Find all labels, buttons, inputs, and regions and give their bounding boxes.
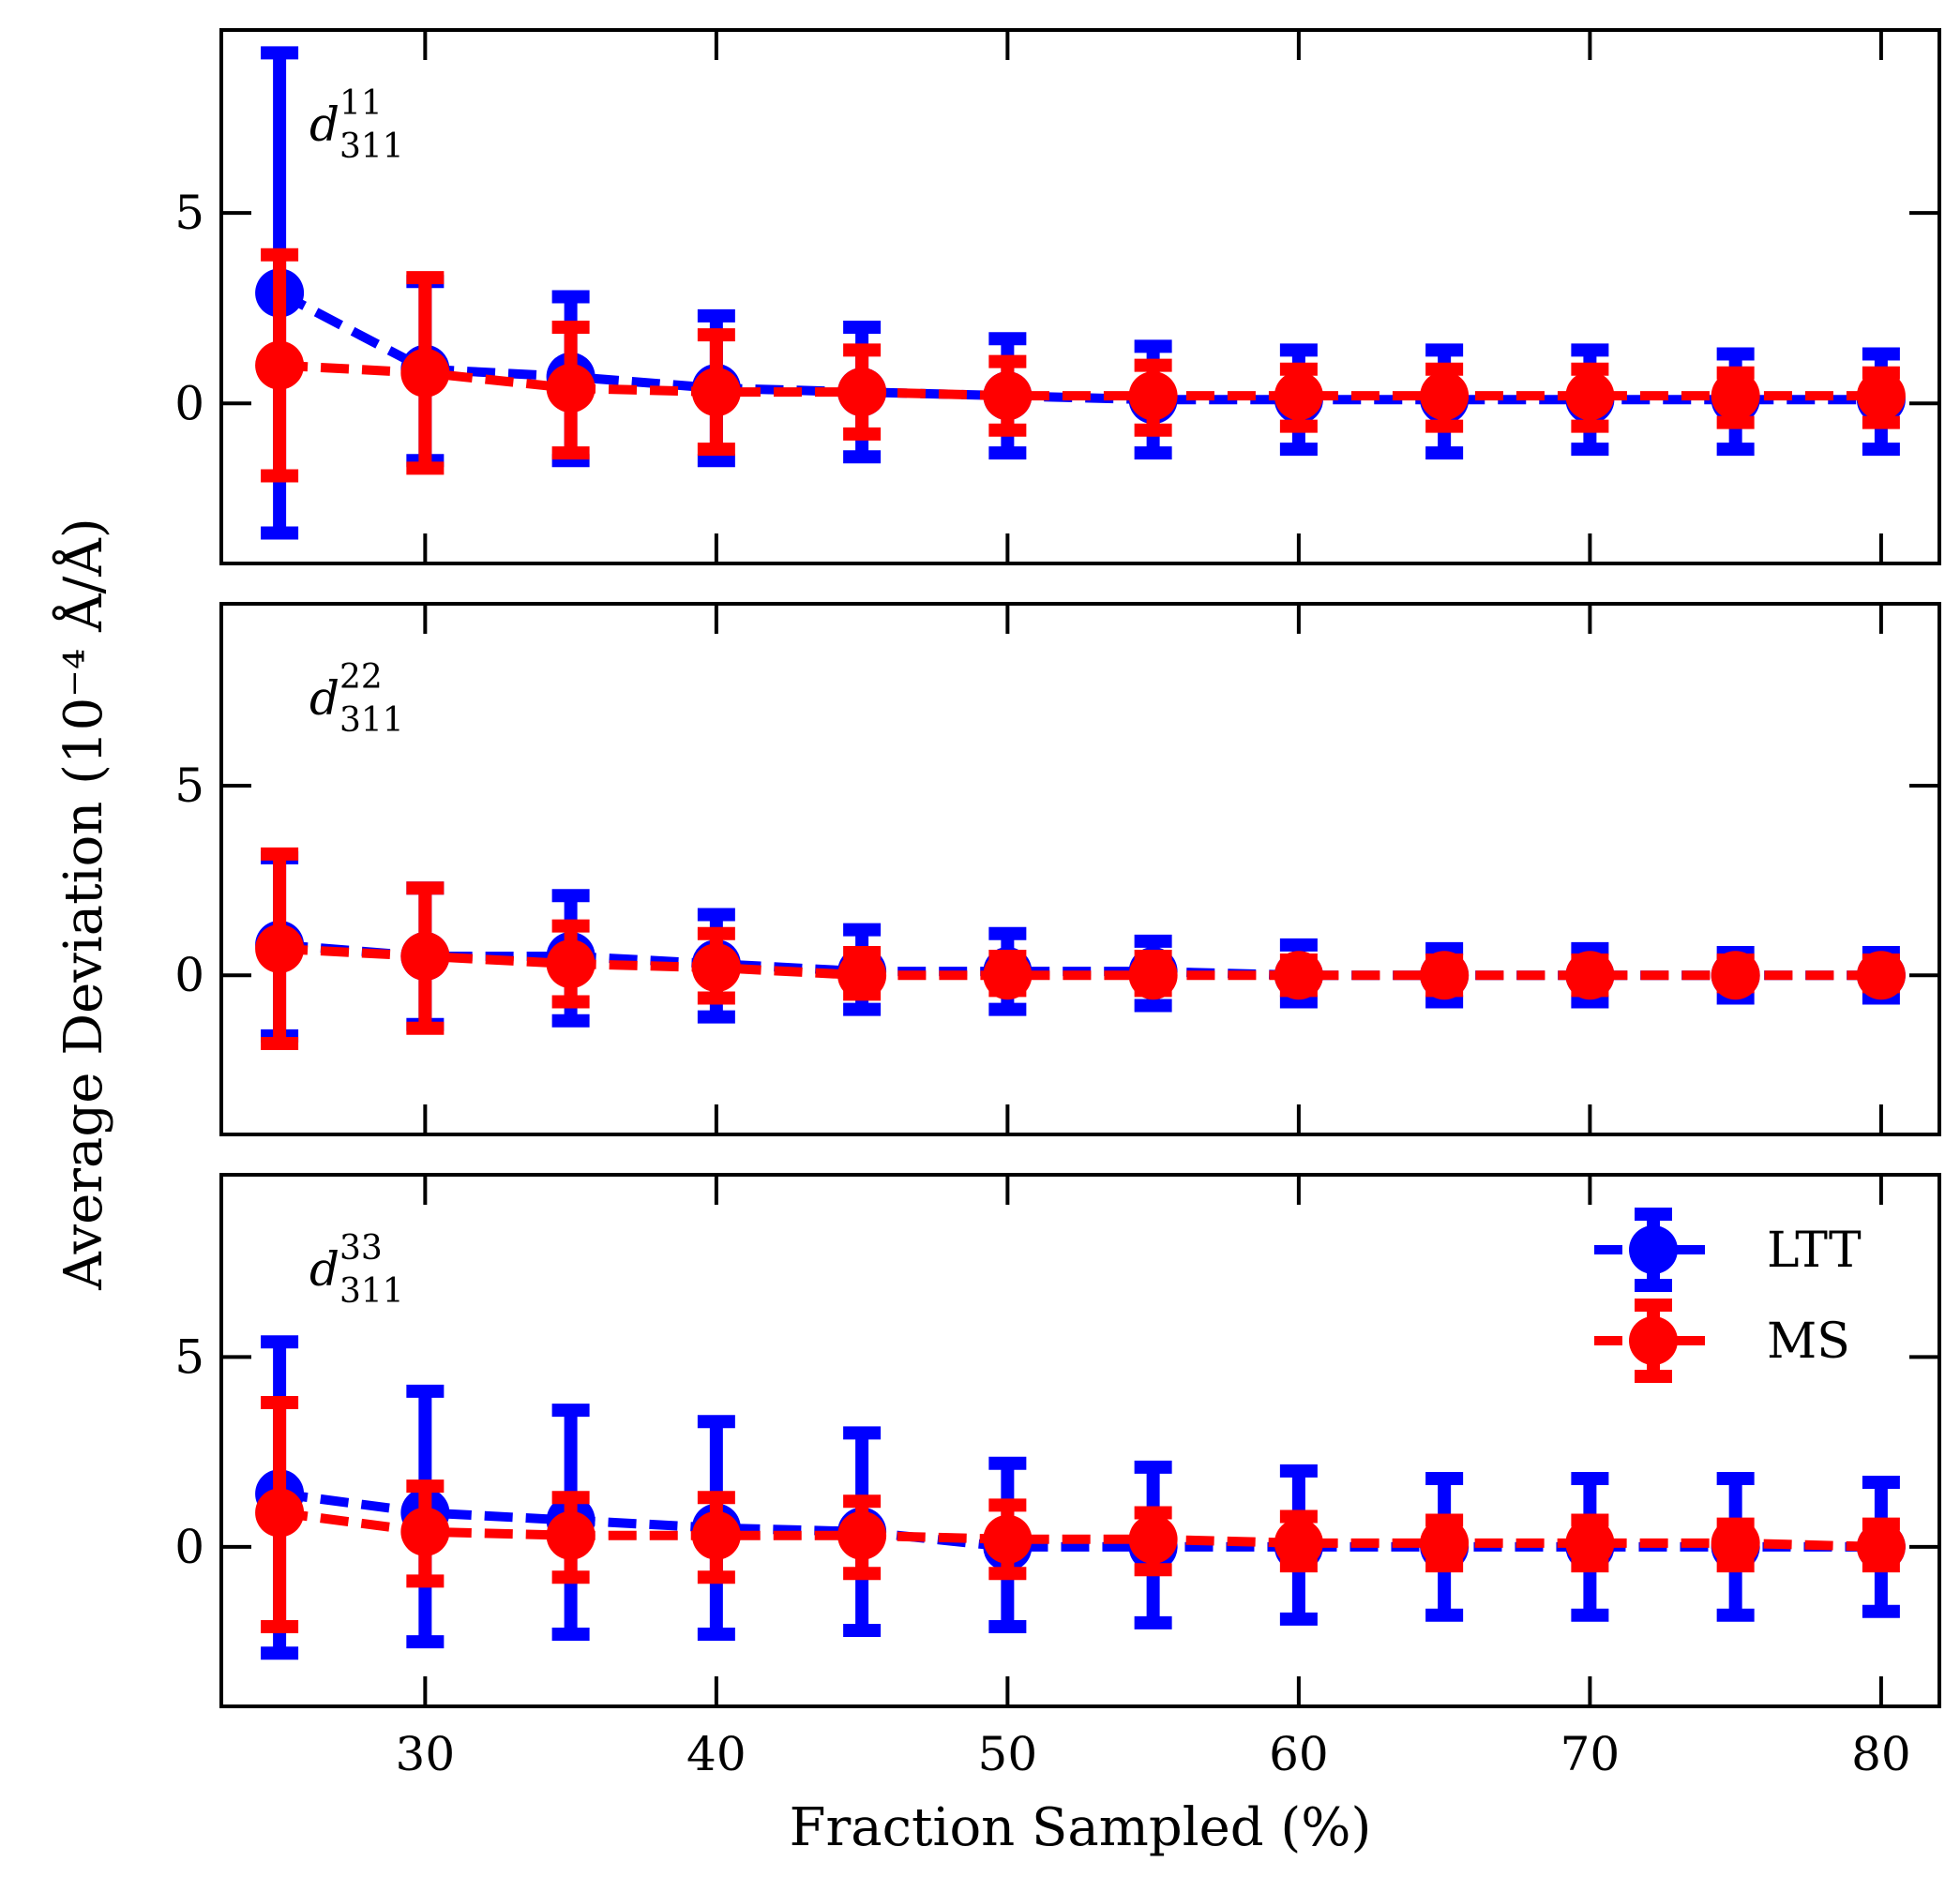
data-point-ms xyxy=(1856,951,1906,1000)
y-tick-label: 5 xyxy=(174,1329,204,1384)
data-point-ms xyxy=(1420,371,1470,421)
legend-marker xyxy=(1629,1225,1678,1274)
series-line-ms xyxy=(279,1508,1882,1552)
legend: LTT MS xyxy=(1594,1208,1862,1383)
panel-3: 30 40 50 60 70 80 0 5 d 33 311 xyxy=(174,1173,1941,1781)
panel-label: d 22 311 xyxy=(309,658,404,740)
legend-marker xyxy=(1629,1316,1678,1365)
data-point-ms xyxy=(1274,371,1323,421)
series-ms-panel-2 xyxy=(255,847,1906,1050)
data-point-ms xyxy=(983,371,1033,421)
panel-label-main: d xyxy=(309,671,339,726)
data-point-ms xyxy=(1274,951,1323,1000)
panel-label-sub: 311 xyxy=(339,1272,404,1311)
x-axis-label: Fraction Sampled (%) xyxy=(790,1797,1372,1858)
panel-frame xyxy=(219,1173,1941,1708)
x-tick-label: 80 xyxy=(1851,1727,1911,1781)
data-point-ms xyxy=(1128,1514,1178,1564)
y-tick-label: 0 xyxy=(174,376,204,430)
x-tick-label: 50 xyxy=(978,1727,1038,1781)
panel-label-sup: 11 xyxy=(339,84,383,123)
panel-label-main: d xyxy=(309,98,339,152)
panel-label: d 33 311 xyxy=(309,1229,404,1311)
data-point-ms xyxy=(691,368,741,417)
data-point-ms xyxy=(1274,1518,1323,1568)
panel-label-sup: 22 xyxy=(339,658,383,697)
data-point-ms xyxy=(837,951,887,1000)
y-tick-label: 5 xyxy=(174,758,204,813)
x-tick-label: 30 xyxy=(396,1727,456,1781)
series-ltt-panel-1 xyxy=(255,46,1906,540)
data-point-ms xyxy=(837,368,887,417)
y-tick-label: 0 xyxy=(174,948,204,1002)
x-tick-label: 70 xyxy=(1560,1727,1621,1781)
series-ltt-panel-2 xyxy=(255,850,1906,1043)
data-point-ms xyxy=(691,1510,741,1560)
data-point-ms xyxy=(1856,1522,1906,1571)
panel-frame xyxy=(219,602,1941,1136)
data-point-ms xyxy=(546,1510,596,1560)
series-ms-panel-1 xyxy=(255,248,1906,483)
data-point-ms xyxy=(255,1488,305,1538)
data-point-ms xyxy=(255,340,305,390)
y-tick-label: 5 xyxy=(174,186,204,240)
panel-frame xyxy=(219,28,1941,565)
x-tick-label: 40 xyxy=(686,1727,746,1781)
series-ms-panel-3 xyxy=(255,1396,1906,1633)
panel-label-main: d xyxy=(309,1242,339,1297)
x-tick-label: 60 xyxy=(1269,1727,1329,1781)
data-point-ms xyxy=(1711,1518,1760,1568)
legend-label: LTT xyxy=(1767,1223,1862,1279)
data-point-ms xyxy=(983,1514,1033,1564)
panel-label-sub: 311 xyxy=(339,128,404,166)
data-point-ms xyxy=(1711,951,1760,1000)
data-point-ms xyxy=(1420,1518,1470,1568)
data-point-ms xyxy=(1856,371,1906,421)
data-point-ms xyxy=(1128,371,1178,421)
panel-1: 0 5 d 11 311 xyxy=(174,28,1941,565)
data-point-ms xyxy=(546,364,596,413)
data-point-ms xyxy=(1565,951,1615,1000)
panel-2: 0 5 d 22 311 xyxy=(174,602,1941,1136)
data-point-ms xyxy=(691,943,741,993)
data-point-ms xyxy=(400,1507,450,1556)
panel-label-sub: 311 xyxy=(339,701,404,740)
data-point-ms xyxy=(255,923,305,973)
series-ltt-panel-3 xyxy=(255,1335,1906,1660)
data-point-ms xyxy=(1565,371,1615,421)
legend-entry-ms: MS xyxy=(1594,1299,1850,1383)
panel-label: d 11 311 xyxy=(309,84,404,166)
y-axis-label: Average Deviation (10⁻⁴ Å/Å) xyxy=(52,518,114,1290)
legend-entry-ltt: LTT xyxy=(1594,1208,1862,1292)
legend-label: MS xyxy=(1767,1314,1850,1370)
data-point-ms xyxy=(400,931,450,981)
data-point-ms xyxy=(1565,1518,1615,1568)
data-point-ms xyxy=(983,951,1033,1000)
panel-label-sup: 33 xyxy=(339,1229,383,1268)
series-line-ltt xyxy=(277,289,1881,405)
data-point-ms xyxy=(546,939,596,989)
data-point-ms xyxy=(400,348,450,398)
y-tick-label: 0 xyxy=(174,1520,204,1574)
data-point-ms xyxy=(837,1510,887,1560)
data-point-ms xyxy=(1420,951,1470,1000)
series-line-ms xyxy=(279,943,1881,981)
data-point-ms xyxy=(1128,951,1178,1000)
data-point-ms xyxy=(1711,371,1760,421)
